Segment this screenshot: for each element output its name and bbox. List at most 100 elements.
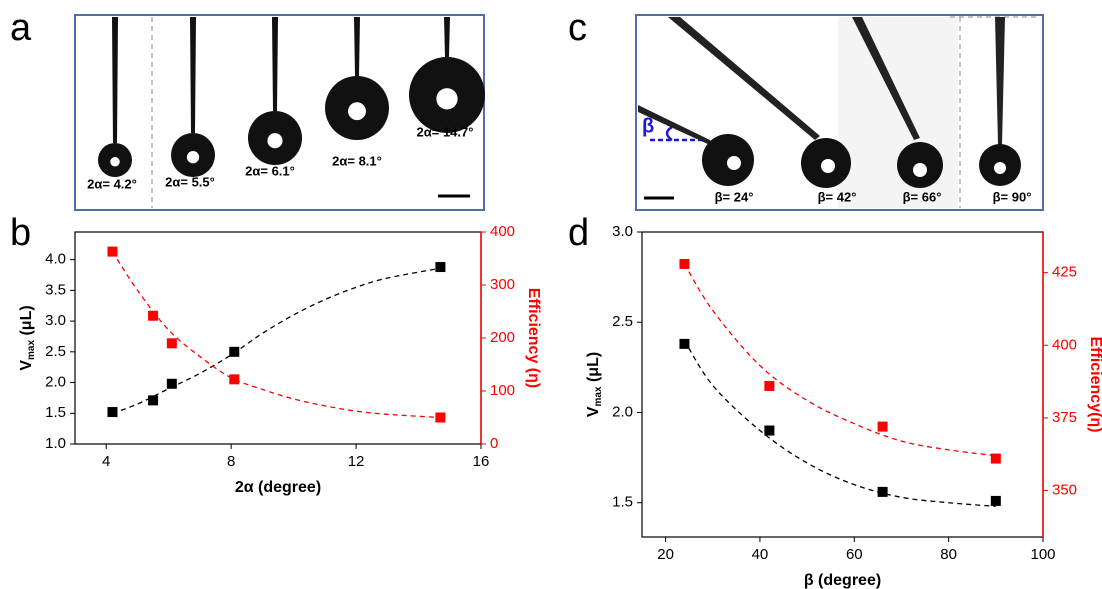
data-point: [229, 374, 240, 385]
x-tick-label: 20: [657, 546, 674, 563]
angle-label: β: [642, 115, 654, 137]
x-tick-label: 16: [473, 453, 490, 470]
panel-label: c: [568, 7, 587, 49]
x-tick-label: 4: [102, 453, 110, 470]
photo-label: 2α= 14.7°: [417, 124, 474, 139]
data-point: [877, 421, 888, 432]
needle: [190, 17, 196, 133]
plot-frame: [641, 231, 1044, 538]
y-tick-label: 2.0: [45, 374, 66, 391]
y2-tick-label: 400: [490, 223, 515, 240]
y-title-sub: max: [26, 340, 37, 360]
y-title-main: V: [585, 406, 602, 417]
highlight: [267, 133, 283, 149]
data-point: [435, 262, 446, 273]
y2-tick-label: 350: [1052, 481, 1077, 498]
data-point: [229, 346, 240, 357]
y-title-unit: (μL): [585, 352, 602, 387]
x-axis-title: 2α (degree): [235, 479, 321, 496]
y-title-unit: (μL): [18, 305, 35, 340]
y2-tick-label: 300: [490, 276, 515, 293]
x-tick-label: 100: [1030, 546, 1055, 563]
x-tick-label: 12: [348, 453, 365, 470]
panel-label: b: [10, 212, 31, 254]
photo-label: 2α= 4.2°: [87, 176, 137, 191]
highlight: [186, 151, 200, 164]
needle: [112, 17, 118, 143]
data-point: [166, 338, 177, 349]
data-point: [148, 310, 159, 321]
data-point: [166, 378, 177, 389]
y-title-main: V: [18, 360, 35, 371]
x-axis-title: β (degree): [804, 572, 881, 589]
y2-axis-title: Efficiency(η): [1087, 336, 1102, 432]
photo-a: 2α= 4.2° 2α= 5.5° 2α= 6.1° 2α= 8.1° 2α= 14.7…: [74, 14, 485, 211]
data-point: [877, 486, 888, 497]
fit-curve: [112, 267, 441, 414]
data-point: [764, 380, 775, 391]
fit-curve: [683, 339, 996, 507]
panel-label: a: [10, 7, 32, 49]
data-point: [148, 395, 159, 406]
x-tick-label: 80: [940, 546, 957, 563]
data-point: [990, 495, 1001, 506]
x-tick-label: 8: [227, 453, 235, 470]
y-tick-label: 3.5: [45, 281, 66, 298]
y-tick-label: 2.5: [612, 313, 633, 330]
needle: [272, 17, 278, 111]
y2-tick-label: 200: [490, 329, 515, 346]
highlight: [110, 156, 120, 167]
highlight: [994, 162, 1006, 174]
y-tick-label: 3.0: [45, 312, 66, 329]
y2-tick-label: 100: [490, 382, 515, 399]
y2-axis-title: Efficiency (η): [525, 288, 542, 388]
y-title-sub: max: [593, 386, 604, 406]
needle: [668, 17, 820, 140]
y-tick-label: 1.5: [612, 494, 633, 511]
needle: [995, 17, 1005, 145]
highlight: [348, 102, 366, 121]
y-tick-label: 1.5: [45, 404, 66, 421]
highlight: [436, 88, 458, 110]
photo-label: 2α= 5.5°: [165, 174, 215, 189]
angle-arc: [665, 125, 673, 142]
y-tick-label: 2.5: [45, 343, 66, 360]
photo-label: 2α= 8.1°: [332, 153, 382, 168]
y-tick-label: 1.0: [45, 435, 66, 452]
needle: [638, 105, 712, 146]
y2-tick-label: 400: [1052, 336, 1077, 353]
y-tick-label: 2.0: [612, 403, 633, 420]
fit-curve: [111, 251, 441, 419]
data-point: [990, 453, 1001, 464]
photo-label: 2α= 6.1°: [245, 163, 295, 178]
needle: [852, 17, 920, 140]
y-tick-label: 4.0: [45, 251, 66, 268]
highlight: [727, 156, 741, 170]
y-axis-title: Vmax (μL): [18, 305, 36, 370]
highlight: [913, 163, 927, 177]
photo-label: β= 66°: [903, 189, 942, 204]
data-point: [764, 425, 775, 436]
y2-tick-label: 0: [490, 435, 498, 452]
photo-c: β β= 24° β= 42° β= 66° β= 90°: [635, 14, 1044, 211]
needle: [354, 17, 360, 76]
x-tick-label: 60: [846, 546, 863, 563]
data-point: [107, 246, 118, 257]
photo-label: β= 90°: [993, 189, 1032, 204]
y2-tick-label: 425: [1052, 264, 1077, 281]
plot-frame: [74, 231, 482, 445]
y-tick-label: 3.0: [612, 223, 633, 240]
x-tick-label: 40: [752, 546, 769, 563]
needle: [444, 17, 450, 57]
photo-label: β= 42°: [818, 189, 857, 204]
photo-label: β= 24°: [715, 189, 754, 204]
panel-label: d: [568, 212, 589, 254]
data-point: [107, 407, 118, 418]
highlight: [821, 159, 835, 173]
background: [838, 17, 958, 208]
y-axis-title: Vmax (μL): [585, 352, 603, 417]
data-point: [679, 338, 690, 349]
y2-tick-label: 375: [1052, 409, 1077, 426]
fit-curve: [683, 263, 996, 457]
